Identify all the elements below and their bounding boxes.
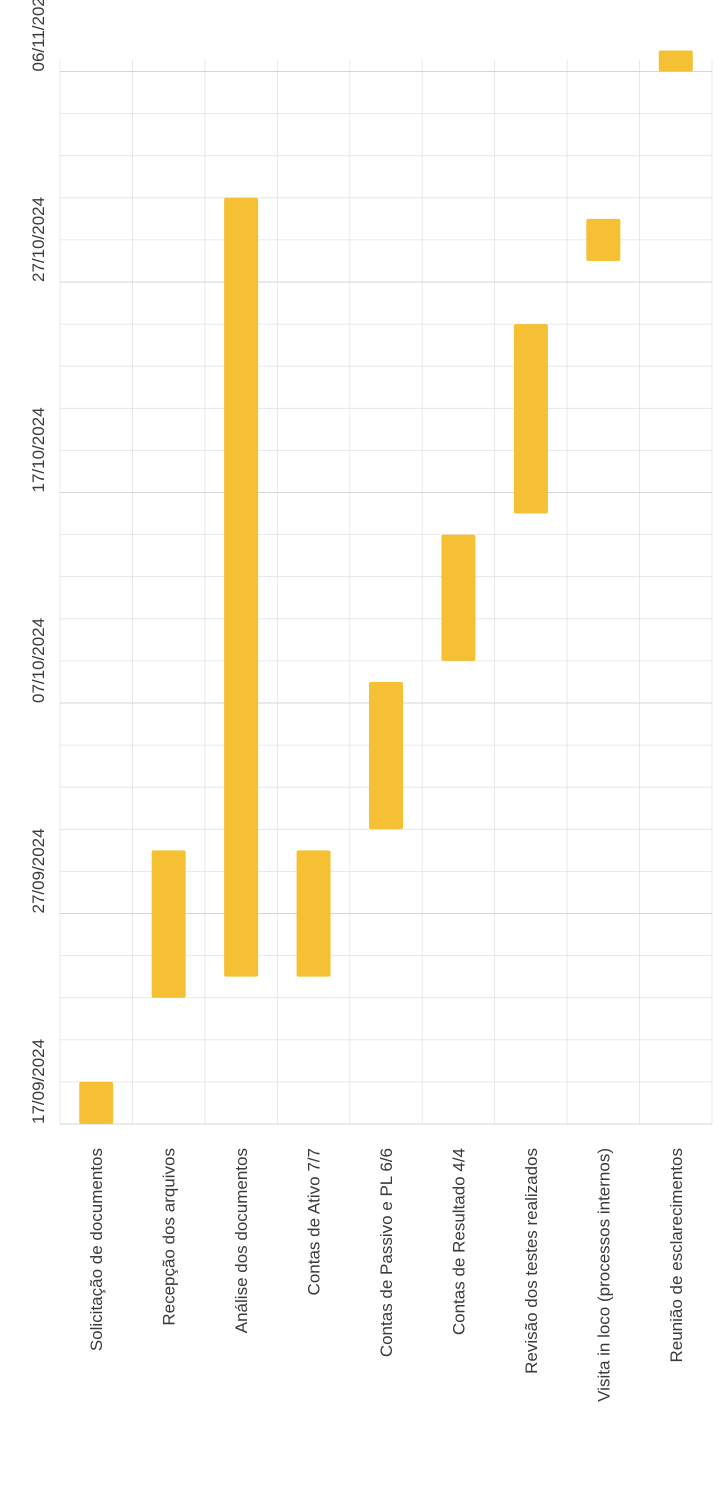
date-tick-label-2: 07/10/2024 bbox=[29, 618, 48, 703]
date-tick-labels: 17/09/2024 27/09/2024 07/10/2024 17/10/2024… bbox=[29, 0, 48, 1124]
date-tick-label-1: 27/09/2024 bbox=[29, 828, 48, 913]
date-tick-label-3: 17/10/2024 bbox=[29, 407, 48, 492]
task-bar-0 bbox=[79, 1081, 114, 1124]
task-label-7: Visita in loco (processos internos) bbox=[594, 1148, 613, 1402]
task-label-6: Revisão dos testes realizados bbox=[522, 1148, 541, 1374]
task-label-3: Contas de Ativo 7/7 bbox=[305, 1148, 324, 1295]
task-label-5: Contas de Resultado 4/4 bbox=[449, 1148, 468, 1335]
task-bar-6 bbox=[513, 324, 548, 514]
task-label-1: Recepção dos arquivos bbox=[160, 1148, 179, 1326]
task-bars bbox=[79, 50, 693, 1124]
task-bar-2 bbox=[224, 197, 259, 977]
date-tick-label-4: 27/10/2024 bbox=[29, 197, 48, 282]
task-bar-4 bbox=[369, 681, 403, 830]
task-bar-1 bbox=[151, 850, 186, 998]
date-tick-label-5: 06/11/2024 bbox=[29, 0, 48, 72]
task-labels: Solicitação de documentos Recepção dos ar… bbox=[87, 1148, 686, 1402]
task-label-4: Contas de Passivo e PL 6/6 bbox=[377, 1148, 396, 1357]
task-label-8: Reunião de esclarecimentos bbox=[667, 1148, 686, 1363]
task-bar-5 bbox=[441, 534, 476, 661]
task-label-2: Análise dos documentos bbox=[232, 1148, 251, 1333]
task-bar-3 bbox=[296, 850, 331, 977]
task-bar-8 bbox=[658, 50, 693, 72]
task-label-0: Solicitação de documentos bbox=[87, 1148, 106, 1351]
task-bar-7 bbox=[586, 218, 621, 261]
date-tick-label-0: 17/09/2024 bbox=[29, 1039, 48, 1124]
